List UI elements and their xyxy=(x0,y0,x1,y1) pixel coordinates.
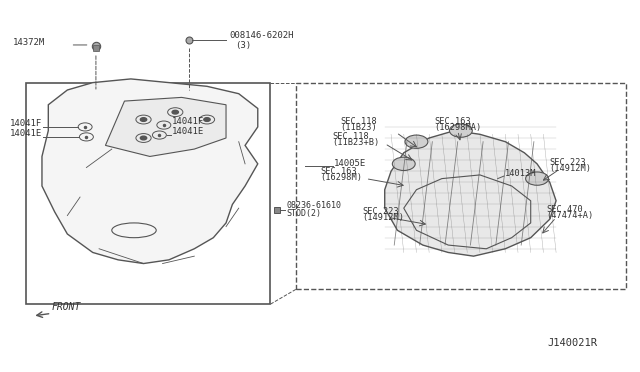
Polygon shape xyxy=(385,131,556,256)
Text: 08236-61610: 08236-61610 xyxy=(286,201,341,210)
Text: SEC.163: SEC.163 xyxy=(434,117,471,126)
Text: 14372M: 14372M xyxy=(13,38,45,47)
Text: SEC.118: SEC.118 xyxy=(340,117,377,126)
Text: (16298M): (16298M) xyxy=(320,173,362,182)
Circle shape xyxy=(140,136,147,140)
Text: (11B23): (11B23) xyxy=(340,123,377,132)
Circle shape xyxy=(172,110,179,114)
Text: 14005E: 14005E xyxy=(334,159,366,168)
Text: 14013M: 14013M xyxy=(506,169,537,178)
Text: 14041F: 14041F xyxy=(172,117,204,126)
Text: (47474+A): (47474+A) xyxy=(547,211,594,220)
Text: 008146-6202H: 008146-6202H xyxy=(229,31,294,40)
Text: 14041E: 14041E xyxy=(172,127,204,136)
Circle shape xyxy=(140,118,147,121)
Text: 14041E: 14041E xyxy=(10,129,42,138)
Polygon shape xyxy=(42,79,258,263)
Circle shape xyxy=(405,135,428,148)
Text: (11B23+B): (11B23+B) xyxy=(333,138,380,147)
Text: SEC.470: SEC.470 xyxy=(547,205,583,214)
Circle shape xyxy=(449,124,472,137)
Text: (14912M): (14912M) xyxy=(550,164,592,173)
Text: (3): (3) xyxy=(236,41,252,49)
Text: SEC.163: SEC.163 xyxy=(320,167,356,176)
Text: (16298MA): (16298MA) xyxy=(434,123,481,132)
Text: (14912M): (14912M) xyxy=(362,213,404,222)
Text: SEC.223: SEC.223 xyxy=(550,158,586,167)
Circle shape xyxy=(392,157,415,170)
Circle shape xyxy=(204,118,210,121)
Text: FRONT: FRONT xyxy=(51,302,81,312)
Text: J140021R: J140021R xyxy=(547,337,597,347)
Text: STOD(2): STOD(2) xyxy=(286,209,321,218)
Polygon shape xyxy=(106,97,226,157)
Circle shape xyxy=(525,172,548,185)
Bar xyxy=(26,83,271,304)
Bar xyxy=(296,83,626,289)
Text: SEC.223: SEC.223 xyxy=(362,207,399,216)
Text: SEC.118: SEC.118 xyxy=(333,132,369,141)
Text: 14041F: 14041F xyxy=(10,119,42,128)
